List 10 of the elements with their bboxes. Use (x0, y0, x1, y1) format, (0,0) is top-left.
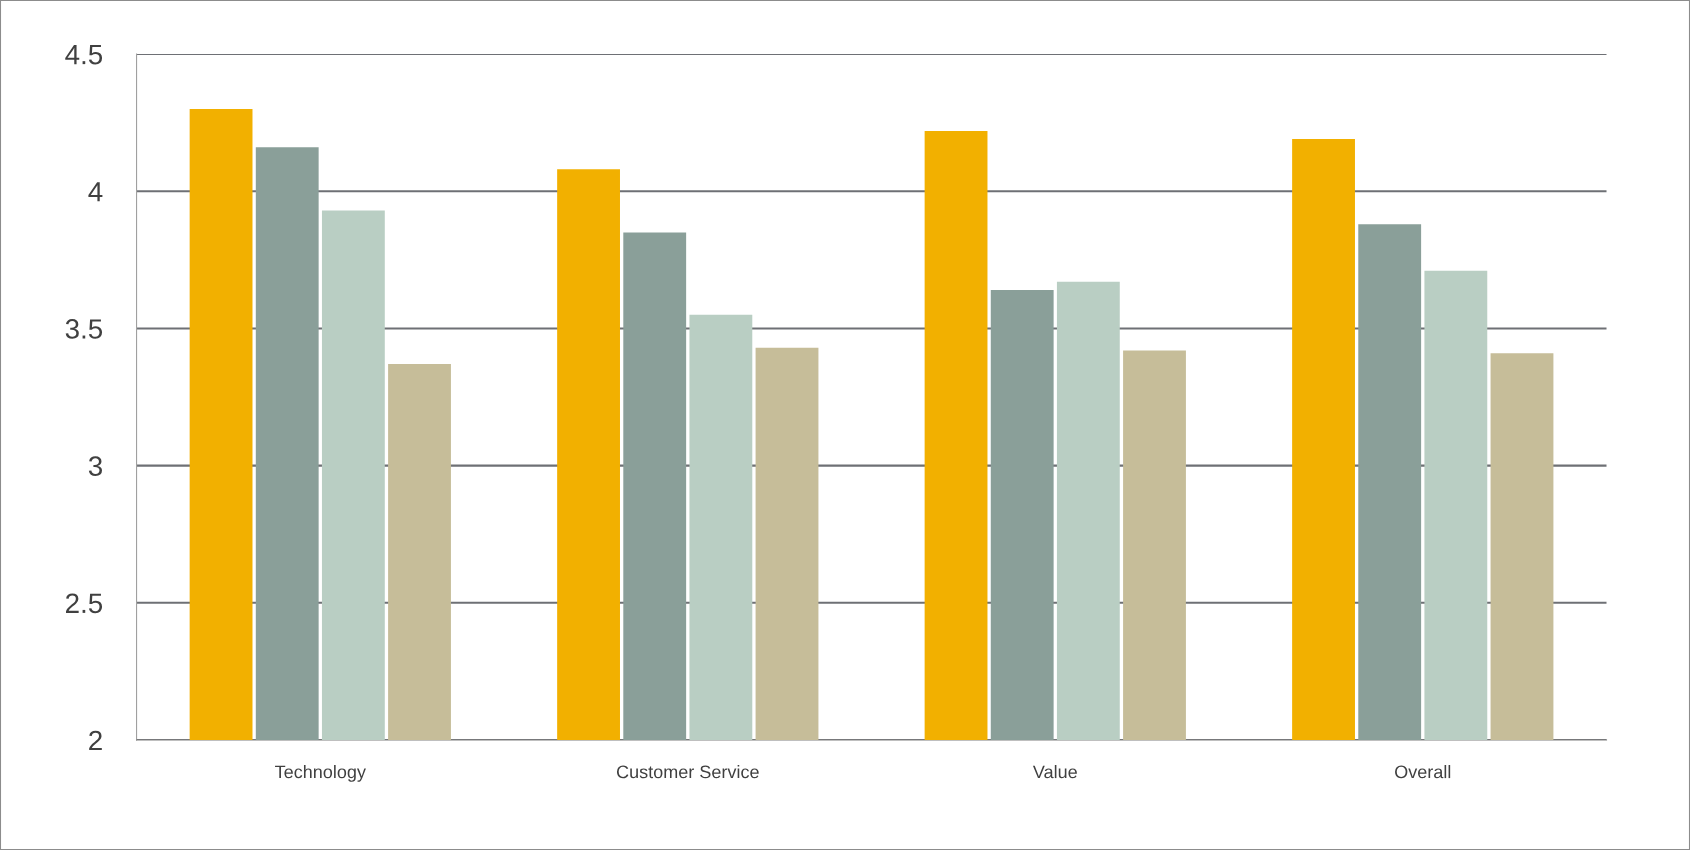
x-tick-label: Value (1032, 765, 1077, 779)
x-tick-label: Technology (275, 765, 366, 782)
y-tick-label: 4.5 (65, 45, 103, 65)
y-tick-label: 4 (88, 182, 103, 202)
y-tick-label: 2 (89, 730, 102, 751)
y-tick-label: 3 (88, 456, 102, 476)
x-tick-label: Customer Service (616, 765, 759, 779)
x-tick-label: Overall (1395, 765, 1451, 779)
y-tick-label: 2.5 (66, 593, 103, 614)
y-tick-label: 3.5 (65, 319, 103, 339)
